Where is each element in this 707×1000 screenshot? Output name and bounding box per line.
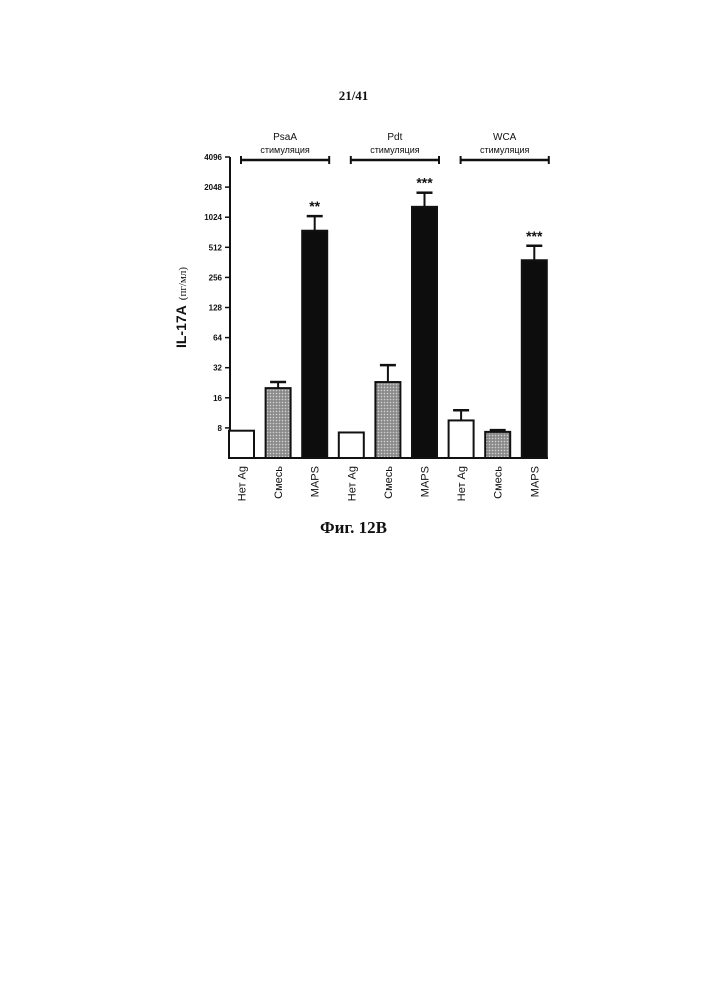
- y-tick-label: 512: [209, 243, 223, 252]
- bar: [485, 432, 510, 458]
- group-name: PsaA: [273, 132, 297, 143]
- y-tick-label: 2048: [204, 183, 222, 192]
- y-axis-label-unit: (пг/мл): [177, 267, 189, 301]
- y-axis-label: IL-17A (пг/мл): [173, 267, 189, 348]
- y-axis-label-main: IL-17A: [173, 305, 189, 348]
- category-label: Смесь: [493, 466, 505, 499]
- category-label: Нет Ag: [237, 466, 249, 501]
- y-tick-label: 8: [218, 424, 223, 433]
- bar: [302, 231, 327, 458]
- bar: [412, 207, 437, 458]
- y-tick-label: 32: [213, 364, 222, 373]
- group-name: Pdt: [387, 132, 402, 143]
- group-name: WCA: [493, 132, 517, 143]
- bar: [339, 432, 364, 458]
- bar: [522, 260, 547, 458]
- y-tick-label: 4096: [204, 153, 222, 162]
- y-tick-label: 64: [213, 334, 222, 343]
- significance-marker: **: [309, 198, 320, 214]
- bar: [266, 388, 291, 458]
- category-label: Смесь: [273, 466, 285, 499]
- y-tick-label: 128: [209, 304, 223, 313]
- bars-layer: [229, 193, 547, 458]
- category-label: Нет Ag: [456, 466, 468, 501]
- category-label: MAPS: [310, 466, 322, 497]
- group-stimulation-label: стимуляция: [260, 145, 310, 155]
- category-label: MAPS: [420, 466, 432, 497]
- group-stimulation-label: стимуляция: [480, 145, 530, 155]
- y-tick-label: 256: [209, 273, 223, 282]
- category-label: MAPS: [529, 466, 541, 497]
- category-label: Смесь: [383, 466, 395, 499]
- bar: [229, 431, 254, 458]
- category-label: Нет Ag: [346, 466, 358, 501]
- bar: [449, 420, 474, 458]
- significance-marker: ***: [416, 175, 433, 191]
- figure-caption: Фиг. 12B: [0, 518, 707, 538]
- significance-marker: ***: [526, 228, 543, 244]
- bar: [375, 382, 400, 458]
- y-tick-label: 16: [213, 394, 222, 403]
- y-tick-label: 1024: [204, 213, 222, 222]
- group-stimulation-label: стимуляция: [370, 145, 420, 155]
